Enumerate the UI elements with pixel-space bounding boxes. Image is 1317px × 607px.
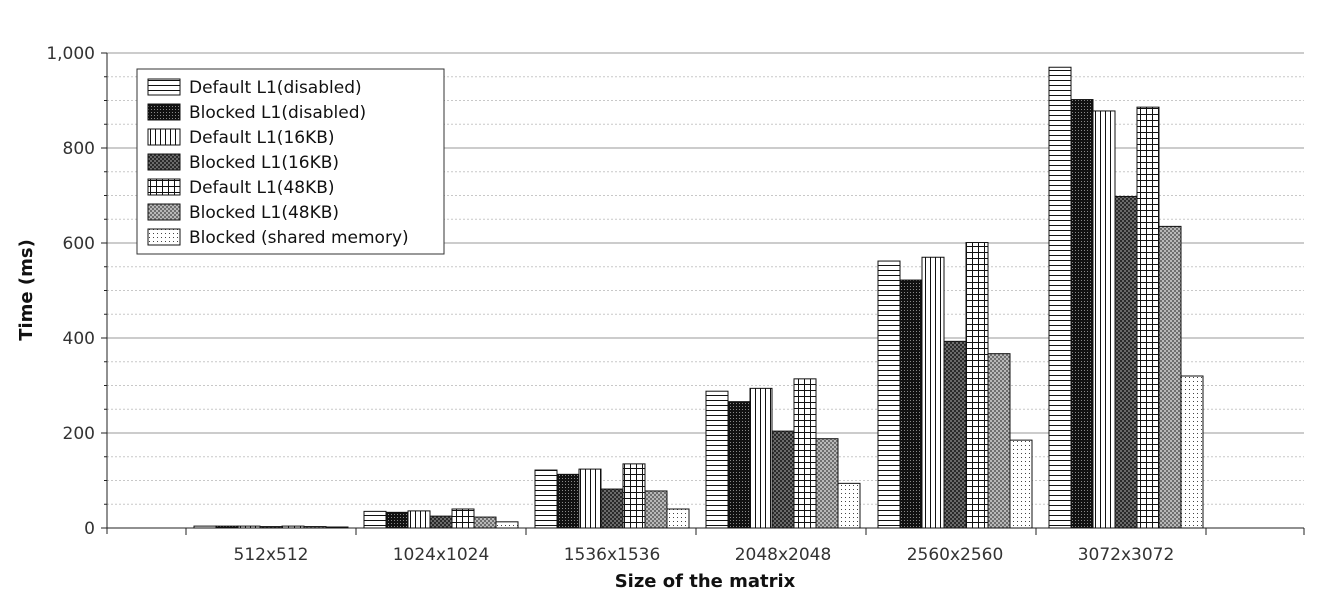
- x-tick-label: 2048x2048: [735, 545, 832, 565]
- bar: [727, 401, 751, 529]
- bar: [987, 353, 1011, 529]
- bar: [578, 468, 602, 529]
- bar: [495, 521, 519, 529]
- bar: [1092, 110, 1116, 529]
- bar: [899, 279, 923, 529]
- bar: [815, 438, 839, 529]
- bar: [429, 515, 453, 529]
- bar: [877, 260, 901, 529]
- legend-swatch: [147, 178, 181, 196]
- legend-swatch: [147, 203, 181, 221]
- bar: [473, 516, 497, 529]
- bar: [793, 378, 817, 529]
- bar: [1114, 195, 1138, 529]
- bar: [921, 256, 945, 529]
- legend-label: Blocked L1(16KB): [189, 153, 339, 173]
- bar: [771, 430, 795, 529]
- legend-swatch: [147, 228, 181, 246]
- bar: [600, 488, 624, 529]
- legend-swatch: [147, 153, 181, 171]
- tick-labels: 0 200 400 600 800 1,000 512x512 1024x1024 1536x1…: [46, 44, 1174, 565]
- bars: [193, 66, 1204, 529]
- bar: [385, 511, 409, 529]
- legend-label: Default L1(48KB): [189, 178, 335, 198]
- bar: [407, 510, 431, 529]
- x-tick-label: 1024x1024: [393, 545, 490, 565]
- bar: [1048, 66, 1072, 529]
- bar: [965, 242, 989, 529]
- bar: [193, 525, 217, 529]
- x-tick-label: 2560x2560: [907, 545, 1004, 565]
- bar: [622, 463, 646, 529]
- bar: [215, 525, 239, 529]
- y-tick-label: 0: [84, 519, 95, 539]
- bar: [943, 340, 967, 529]
- legend-label: Blocked L1(48KB): [189, 203, 339, 223]
- bar: [259, 526, 283, 529]
- bar: [451, 508, 475, 529]
- bar: [705, 390, 729, 529]
- y-tick-label: 200: [63, 424, 95, 444]
- bar: [644, 490, 668, 529]
- bar: [556, 473, 580, 529]
- legend-label: Blocked L1(disabled): [189, 103, 366, 123]
- bar: [1158, 225, 1182, 529]
- bar: [837, 482, 861, 529]
- bar: [1136, 106, 1160, 529]
- legend-swatch: [147, 128, 181, 146]
- x-axis-title: Size of the matrix: [615, 571, 796, 592]
- bar: [1070, 99, 1094, 529]
- y-tick-label: 400: [63, 329, 95, 349]
- legend-label: Default L1(16KB): [189, 128, 335, 148]
- legend-box: [136, 68, 445, 255]
- bar: [666, 508, 690, 529]
- legend-swatch: [147, 103, 181, 121]
- legend-label: Default L1(disabled): [189, 78, 362, 98]
- y-tick-label: 600: [63, 234, 95, 254]
- x-tick-label: 512x512: [234, 545, 309, 565]
- x-tick-label: 1536x1536: [564, 545, 661, 565]
- legend: Default L1(disabled) Blocked L1(disabled)…: [136, 68, 445, 255]
- bar: [363, 510, 387, 529]
- y-axis-title: Time (ms): [16, 239, 37, 341]
- bar: [325, 526, 349, 529]
- legend-swatch: [147, 78, 181, 96]
- bar: [1180, 375, 1204, 529]
- y-tick-label: 800: [63, 139, 95, 159]
- bar: [237, 525, 261, 529]
- bar: [303, 526, 327, 529]
- y-tick-label: 1,000: [46, 44, 95, 64]
- bar: [281, 525, 305, 529]
- bar: [1009, 439, 1033, 529]
- bar: [749, 387, 773, 529]
- legend-label: Blocked (shared memory): [189, 228, 409, 248]
- x-tick-label: 3072x3072: [1078, 545, 1175, 565]
- bar: [534, 469, 558, 529]
